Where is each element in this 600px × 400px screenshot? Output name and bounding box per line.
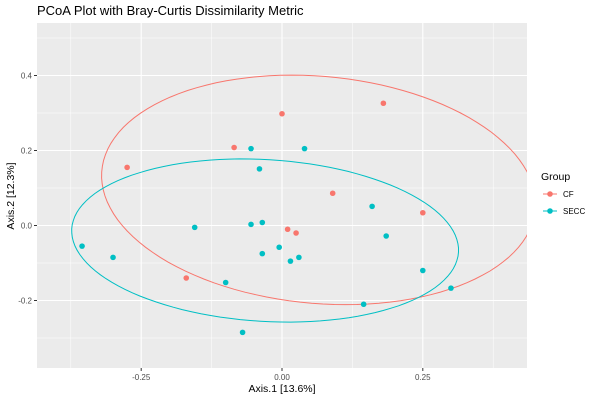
y-tick-label: 0.2 [21,147,33,156]
legend-key-point [547,208,553,214]
point-secc [287,258,294,264]
data-points [79,100,454,336]
point-secc [448,285,454,291]
y-tick-label: -0.2 [18,297,32,306]
y-tick-label: 0.4 [21,72,33,81]
point-cf [279,110,285,117]
point-secc [222,279,229,286]
y-axis-title: Axis.2 [12.3%] [5,162,17,229]
point-cf [329,190,336,197]
legend-key-point [547,191,553,197]
point-secc [256,166,263,172]
ellipse-secc [71,158,459,323]
y-axis: -0.2 0.0 0.2 0.4 [18,72,37,306]
point-cf [293,230,299,236]
point-secc [110,254,116,261]
confidence-ellipses [71,74,527,323]
point-secc [259,250,266,257]
x-axis-title: Axis.1 [13.6%] [248,383,315,395]
point-cf [231,144,237,151]
x-tick-label: 0.25 [415,373,431,382]
legend-title: Group [541,171,570,183]
point-cf [284,226,291,233]
point-secc [191,224,198,231]
point-cf [420,209,426,216]
point-secc [301,145,308,152]
ellipse-cf [101,74,527,306]
point-cf [124,164,130,171]
point-secc [420,267,426,274]
point-secc [79,243,85,249]
point-secc [259,219,266,226]
point-secc [248,221,254,228]
legend-label-secc: SECC [563,207,585,216]
x-tick-label: 0.00 [274,373,290,382]
point-secc [383,233,389,239]
x-axis: -0.25 0.00 0.25 [132,368,431,382]
x-tick-label: -0.25 [132,373,151,382]
y-tick-label: 0.0 [21,222,33,231]
grid-major [37,23,527,368]
chart-title: PCoA Plot with Bray-Curtis Dissimilarity… [37,3,304,18]
point-secc [276,244,282,251]
point-secc [296,254,302,261]
point-secc [369,203,375,210]
point-secc [360,301,367,308]
point-cf [380,100,387,107]
point-secc [239,329,246,336]
legend-label-cf: CF [563,190,574,199]
legend: Group CF SECC [541,171,585,216]
point-secc [248,145,254,152]
point-cf [183,275,190,281]
